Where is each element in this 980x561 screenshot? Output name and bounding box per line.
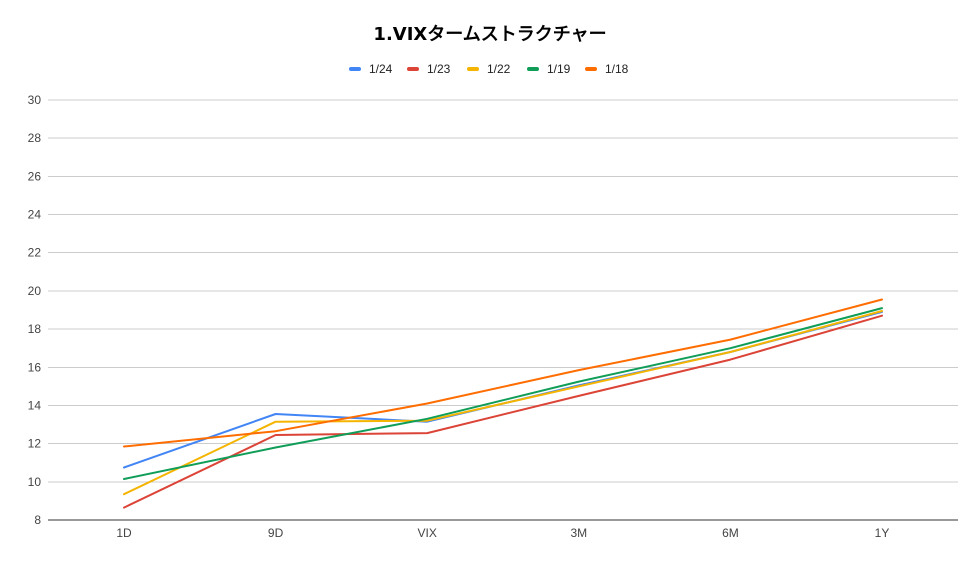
x-tick-label: VIX xyxy=(418,526,437,540)
x-tick-label: 6M xyxy=(722,526,739,540)
legend-label: 1/23 xyxy=(427,62,451,76)
grid xyxy=(48,99,958,521)
x-axis: 1D 9D VIX 3M 6M 1Y xyxy=(116,526,889,540)
y-tick-label: 28 xyxy=(28,131,42,145)
y-tick-label: 30 xyxy=(28,93,42,107)
legend-label: 1/18 xyxy=(605,62,629,76)
y-tick-label: 12 xyxy=(28,437,42,451)
legend-item[interactable]: 1/18 xyxy=(585,62,629,76)
legend-swatch xyxy=(527,67,539,71)
y-tick-label: 26 xyxy=(28,169,42,183)
legend-label: 1/22 xyxy=(487,62,511,76)
y-tick-label: 8 xyxy=(34,513,41,527)
y-tick-label: 14 xyxy=(28,398,42,412)
y-tick-label: 16 xyxy=(28,360,42,374)
x-tick-label: 1Y xyxy=(875,526,890,540)
legend-label: 1/24 xyxy=(369,62,393,76)
y-tick-label: 18 xyxy=(28,322,42,336)
series-line-1-19 xyxy=(123,307,883,480)
x-tick-label: 1D xyxy=(116,526,132,540)
y-tick-label: 10 xyxy=(28,475,42,489)
series-lines xyxy=(123,298,883,509)
legend-label: 1/19 xyxy=(547,62,571,76)
legend: 1/24 1/23 1/22 1/19 1/18 xyxy=(349,62,629,76)
series-line-1-18 xyxy=(123,298,883,448)
y-axis: 8 10 12 14 16 18 20 22 24 26 28 30 xyxy=(28,93,42,527)
legend-swatch xyxy=(349,67,361,71)
chart-title: 1.VIXタームストラクチャー xyxy=(373,24,606,45)
series-line-1-23 xyxy=(123,314,883,509)
y-tick-label: 24 xyxy=(28,208,42,222)
legend-item[interactable]: 1/19 xyxy=(527,62,571,76)
legend-swatch xyxy=(467,67,479,71)
legend-item[interactable]: 1/24 xyxy=(349,62,393,76)
x-tick-label: 9D xyxy=(268,526,284,540)
y-tick-label: 22 xyxy=(28,246,42,260)
series-line-1-24 xyxy=(123,310,883,469)
legend-item[interactable]: 1/23 xyxy=(407,62,451,76)
y-tick-label: 20 xyxy=(28,284,42,298)
x-tick-label: 3M xyxy=(570,526,587,540)
legend-swatch xyxy=(407,67,419,71)
legend-item[interactable]: 1/22 xyxy=(467,62,511,76)
legend-swatch xyxy=(585,67,597,71)
